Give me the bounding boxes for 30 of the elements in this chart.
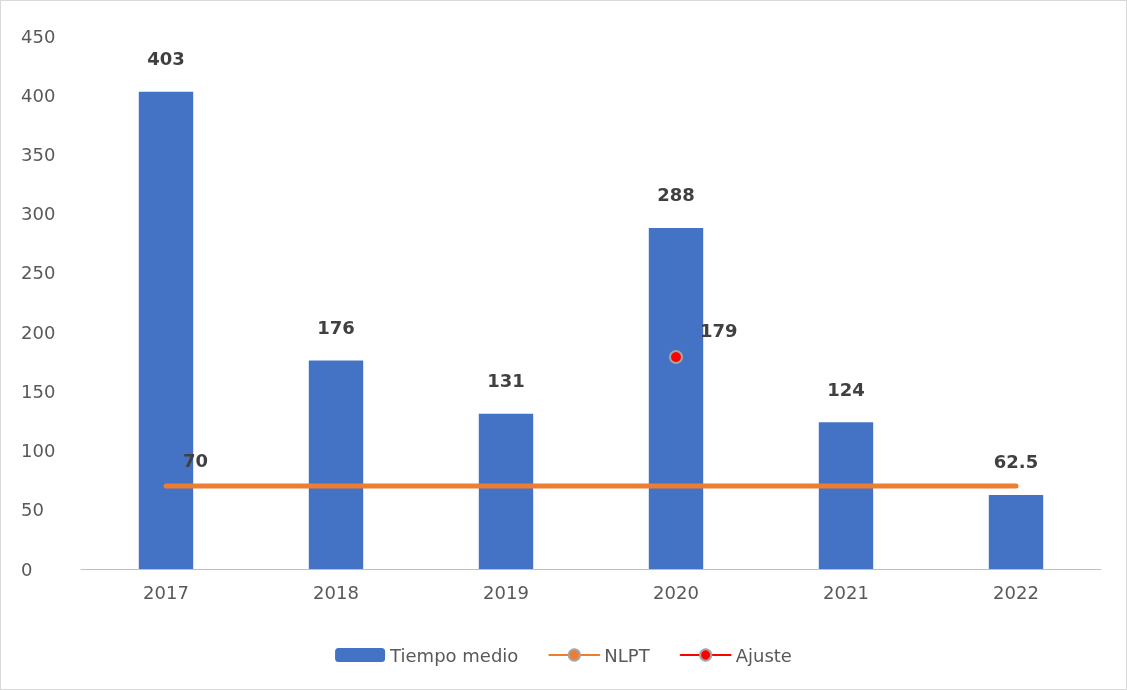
x-tick-label: 2017	[143, 581, 189, 603]
x-tick-label: 2021	[823, 581, 869, 603]
bar	[988, 494, 1044, 569]
y-tick-label: 200	[21, 321, 56, 343]
x-tick-label: 2020	[653, 581, 699, 603]
x-tick-label: 2018	[313, 581, 359, 603]
data-label: 176	[317, 317, 355, 339]
y-tick-label: 300	[21, 203, 56, 225]
y-tick-label: 50	[21, 499, 44, 521]
x-tick-label: 2019	[483, 581, 529, 603]
data-label: 403	[147, 48, 185, 70]
data-label: 62.5	[993, 451, 1039, 473]
data-label: 131	[487, 370, 525, 392]
data-label: 124	[827, 378, 865, 400]
y-tick-label: 150	[21, 380, 56, 402]
bar	[818, 422, 874, 569]
y-tick-label: 100	[21, 440, 56, 462]
bar	[308, 360, 364, 569]
y-tick-label: 0	[21, 558, 33, 580]
data-label: 288	[657, 184, 695, 206]
bar	[478, 413, 534, 569]
legend-label: NLPT	[604, 644, 651, 666]
x-tick-label: 2022	[993, 581, 1039, 603]
y-tick-label: 350	[21, 143, 56, 165]
legend-label: Tiempo medio	[389, 644, 519, 666]
y-tick-label: 400	[21, 84, 56, 106]
legend-label: Ajuste	[735, 644, 792, 666]
bar	[648, 227, 704, 569]
y-tick-label: 250	[21, 262, 56, 284]
y-tick-label: 450	[21, 25, 56, 47]
